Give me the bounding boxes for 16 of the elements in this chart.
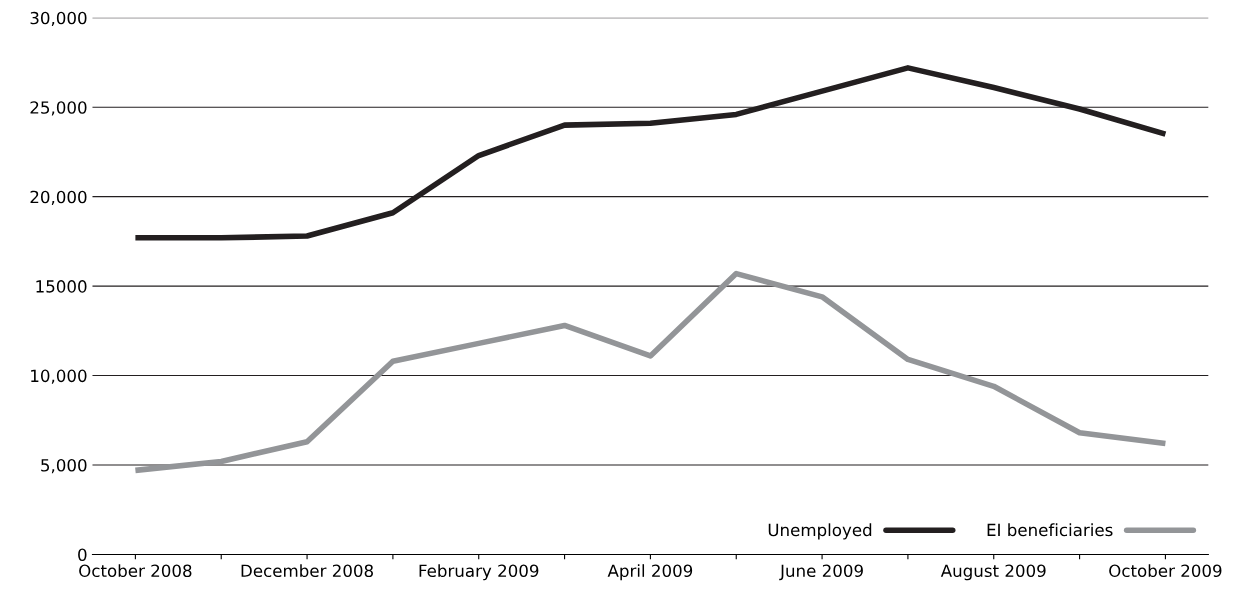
y-tick-label: 10,000 [31, 369, 87, 384]
y-tick-label: 5,000 [41, 458, 87, 474]
y-tick-label: 30,000 [30, 11, 87, 27]
x-tick-label: December 2008 [241, 564, 373, 578]
y-tick-label: 25,000 [30, 101, 87, 116]
x-tick-label: October 2008 [79, 564, 192, 578]
x-tick-label: October 2009 [1109, 564, 1222, 578]
x-tick-label: April 2009 [607, 564, 693, 581]
legend-label: Unemployed [768, 523, 872, 540]
y-tick-label: 20,000 [30, 190, 87, 205]
legend-label: EI beneficiaries [987, 523, 1113, 537]
x-tick-label: June 2009 [779, 564, 863, 581]
x-tick-label: August 2009 [940, 564, 1046, 581]
y-tick-label: 15000 [36, 280, 87, 293]
y-tick-label: 0 [78, 548, 87, 562]
x-tick-label: February 2009 [419, 564, 539, 581]
